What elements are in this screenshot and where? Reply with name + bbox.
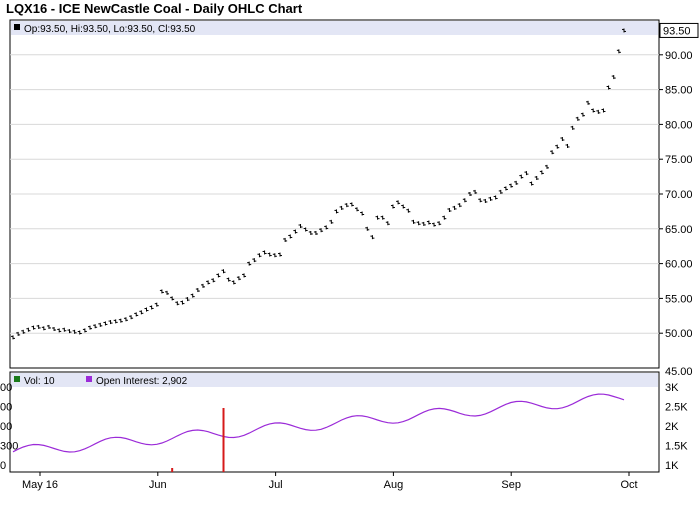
volume-top-label: 45.00 bbox=[665, 366, 693, 378]
vol-legend-swatch bbox=[14, 376, 20, 382]
price-tick-label: 55.00 bbox=[665, 293, 693, 305]
x-tick-label: Oct bbox=[620, 479, 637, 491]
oi-tick-label: 2.5K bbox=[665, 402, 688, 414]
x-tick-label: Jun bbox=[149, 479, 167, 491]
vol-tick-label: 300 bbox=[0, 441, 18, 453]
vol-tick-label: 00 bbox=[0, 402, 12, 414]
volume-panel bbox=[9, 371, 660, 473]
vol-legend: Vol: 10 bbox=[24, 376, 55, 387]
oi-tick-label: 2K bbox=[665, 421, 679, 433]
oi-line bbox=[12, 393, 625, 453]
price-tick-label: 75.00 bbox=[665, 154, 693, 166]
x-tick-label: May 16 bbox=[22, 479, 58, 491]
oi-legend-swatch bbox=[86, 376, 92, 382]
oi-tick-label: 3K bbox=[665, 382, 679, 394]
price-tick-label: 65.00 bbox=[665, 224, 693, 236]
price-tick-label: 80.00 bbox=[665, 119, 693, 131]
last-price-label: 93.50 bbox=[663, 25, 691, 37]
chart-title: LQX16 - ICE NewCastle Coal - Daily OHLC … bbox=[6, 1, 303, 16]
x-tick-label: Aug bbox=[384, 479, 404, 491]
vol-tick-label: 00 bbox=[0, 382, 12, 394]
price-tick-label: 90.00 bbox=[665, 50, 693, 62]
volume-bar bbox=[222, 408, 225, 472]
price-tick-label: 85.00 bbox=[665, 85, 693, 97]
price-legend-swatch bbox=[14, 24, 20, 30]
last-price-box bbox=[659, 22, 699, 38]
price-tick-label: 70.00 bbox=[665, 189, 693, 201]
price-legend: Op:93.50, Hi:93.50, Lo:93.50, Cl:93.50 bbox=[24, 24, 196, 35]
oi-tick-label: 1.5K bbox=[665, 441, 688, 453]
price-legend-bg bbox=[11, 21, 658, 35]
x-tick-label: Jul bbox=[269, 479, 283, 491]
price-tick-label: 50.00 bbox=[665, 328, 693, 340]
oi-legend: Open Interest: 2,902 bbox=[96, 376, 188, 387]
vol-tick-label: 0 bbox=[0, 460, 6, 472]
volume-legend-bg bbox=[11, 373, 658, 387]
volume-bar bbox=[171, 468, 174, 472]
x-tick-label: Sep bbox=[501, 479, 521, 491]
vol-tick-label: 00 bbox=[0, 421, 12, 433]
price-tick-label: 60.00 bbox=[665, 259, 693, 271]
oi-tick-label: 1K bbox=[665, 460, 679, 472]
